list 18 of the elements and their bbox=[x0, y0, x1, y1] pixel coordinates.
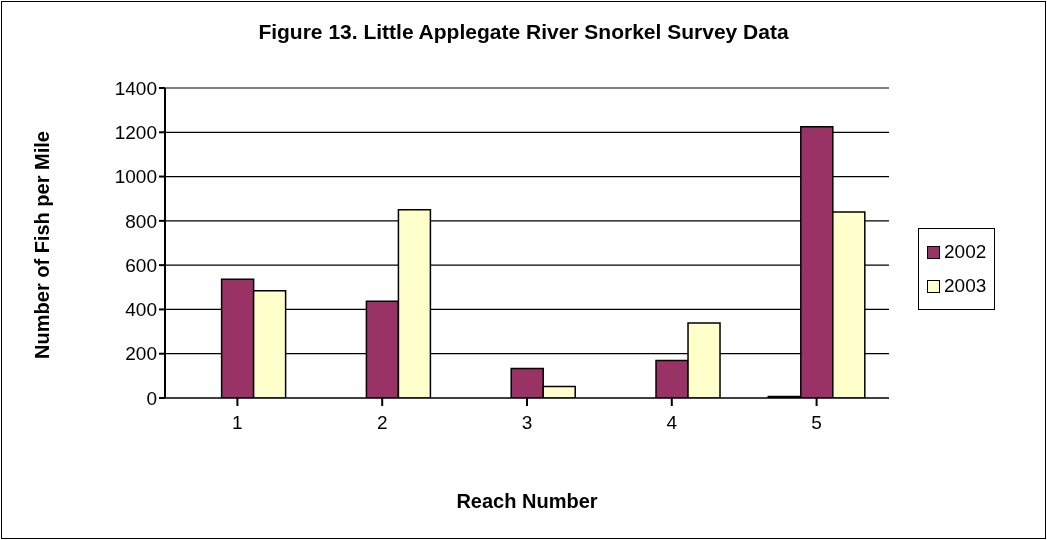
x-tick-label: 1 bbox=[232, 412, 243, 434]
y-axis-title: Number of Fish per Mile bbox=[30, 131, 54, 359]
y-tick-label: 800 bbox=[125, 210, 157, 232]
x-tick-label: 3 bbox=[521, 412, 533, 434]
y-tick-label: 1000 bbox=[114, 166, 157, 188]
y-tick-label: 1200 bbox=[114, 122, 157, 144]
chart-title: Figure 13. Little Applegate River Snorkel Survey Data bbox=[257, 20, 790, 44]
x-tick-label: 4 bbox=[666, 412, 678, 434]
x-tick-label: 5 bbox=[811, 412, 822, 434]
y-tick-label: 600 bbox=[125, 254, 157, 276]
y-tick-label: 200 bbox=[125, 343, 157, 365]
legend-label: 2003 bbox=[944, 274, 987, 298]
legend-label: 2002 bbox=[944, 240, 987, 264]
y-tick-label: 400 bbox=[125, 299, 157, 321]
x-axis-title: Reach Number bbox=[455, 490, 599, 513]
x-tick-label: 2 bbox=[376, 412, 388, 434]
y-tick-label: 1400 bbox=[114, 77, 157, 99]
y-tick-label: 0 bbox=[146, 387, 157, 409]
